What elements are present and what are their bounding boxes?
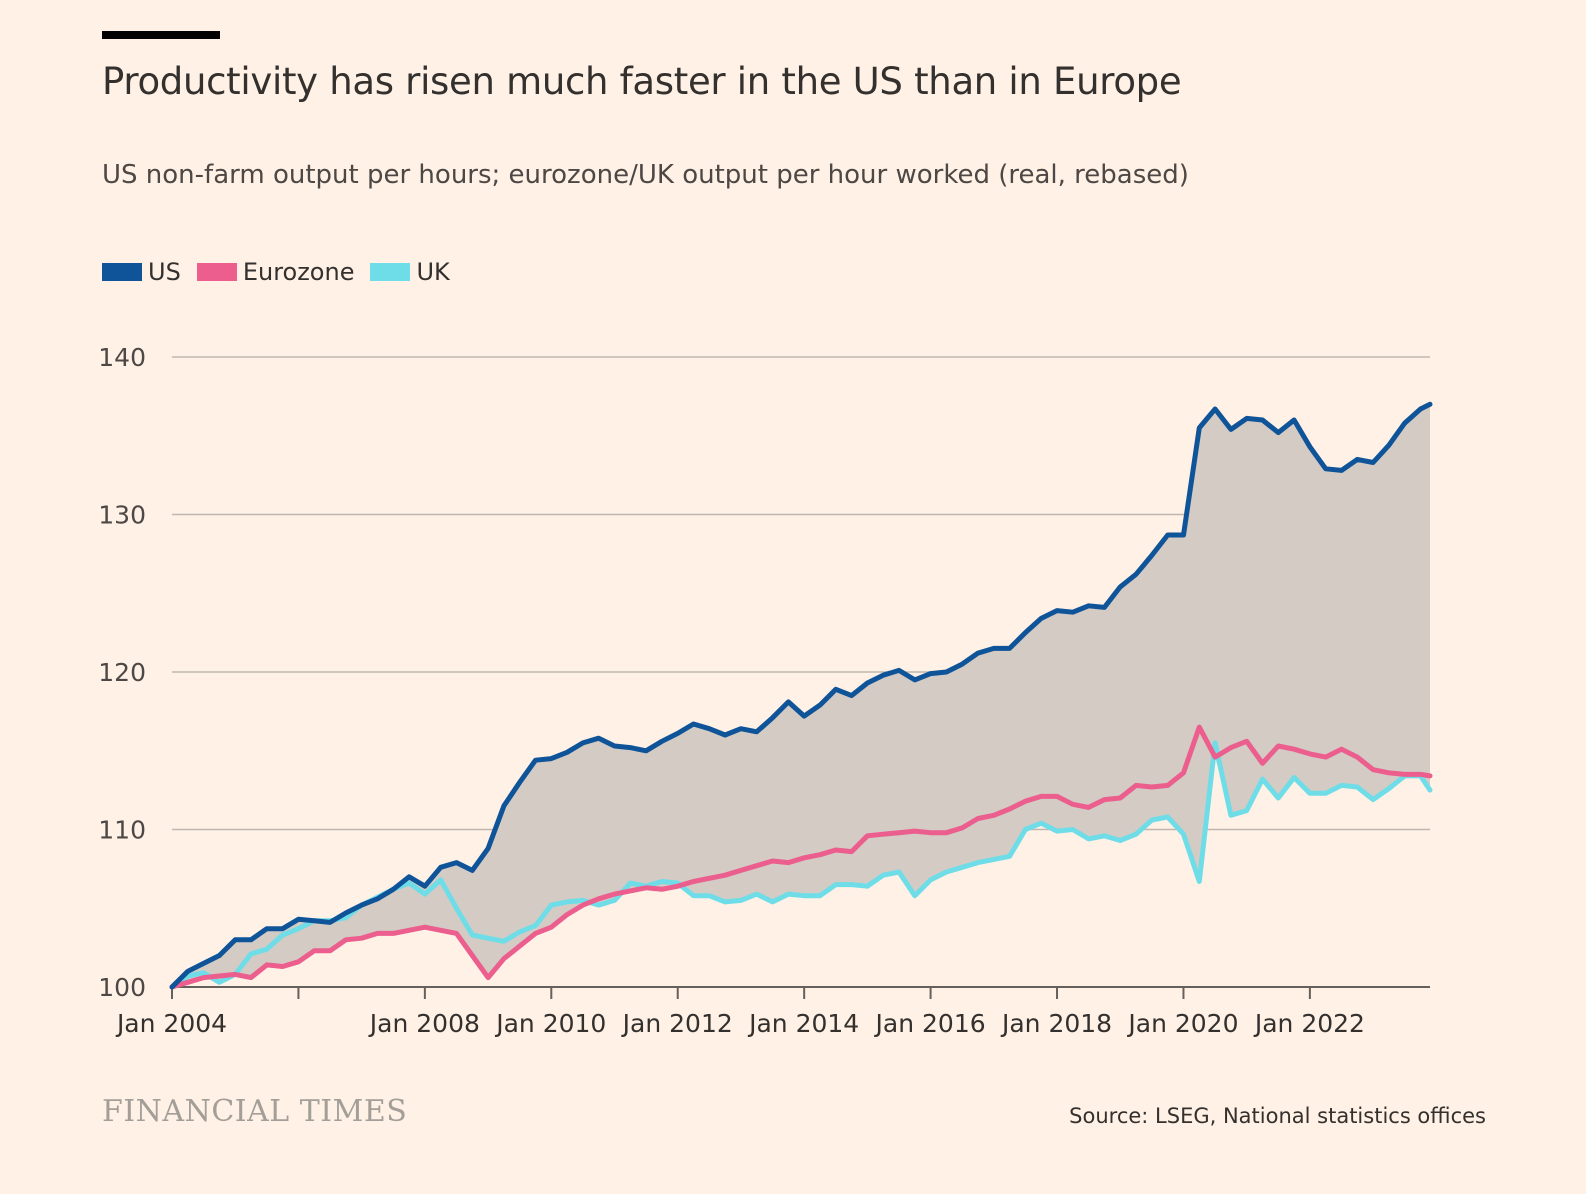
legend-swatch-us xyxy=(102,263,142,281)
x-tick-label-2012: Jan 2012 xyxy=(621,1009,733,1038)
gap-shaded-area xyxy=(172,404,1430,987)
chart-subtitle: US non-farm output per hours; eurozone/U… xyxy=(102,160,1189,190)
x-tick-label-2010: Jan 2010 xyxy=(494,1009,606,1038)
chart-title: Productivity has risen much faster in th… xyxy=(102,60,1182,103)
y-tick-label-110: 110 xyxy=(98,816,146,845)
x-tick-label-2014: Jan 2014 xyxy=(747,1009,859,1038)
series-line-eurozone xyxy=(169,724,1433,990)
series-line-us xyxy=(169,401,1433,990)
legend-item-uk: UK xyxy=(370,258,450,286)
source-note: Source: LSEG, National statistics office… xyxy=(1069,1104,1486,1128)
legend-label-eurozone: Eurozone xyxy=(242,258,355,286)
y-tick-label-100: 100 xyxy=(98,973,146,1002)
ft-brand-logo: FINANCIAL TIMES xyxy=(102,1094,408,1129)
y-tick-label-130: 130 xyxy=(98,501,146,530)
legend: US Eurozone UK xyxy=(102,258,466,286)
x-tick-label-2018: Jan 2018 xyxy=(1000,1009,1112,1038)
legend-item-eurozone: Eurozone xyxy=(196,258,355,286)
y-tick-label-140: 140 xyxy=(98,343,146,372)
legend-swatch-eurozone xyxy=(196,263,237,281)
top-accent-bar xyxy=(102,31,220,39)
legend-label-uk: UK xyxy=(416,258,450,286)
y-tick-label-120: 120 xyxy=(98,658,146,687)
legend-label-us: US xyxy=(148,258,181,286)
x-tick-label-2008: Jan 2008 xyxy=(368,1009,480,1038)
x-tick-label-2016: Jan 2016 xyxy=(874,1009,986,1038)
x-tick-label-2004: Jan 2004 xyxy=(115,1009,227,1038)
legend-item-us: US xyxy=(102,258,181,286)
x-tick-label-2022: Jan 2022 xyxy=(1253,1009,1365,1038)
legend-swatch-uk xyxy=(370,263,411,281)
x-tick-label-2020: Jan 2020 xyxy=(1126,1009,1238,1038)
